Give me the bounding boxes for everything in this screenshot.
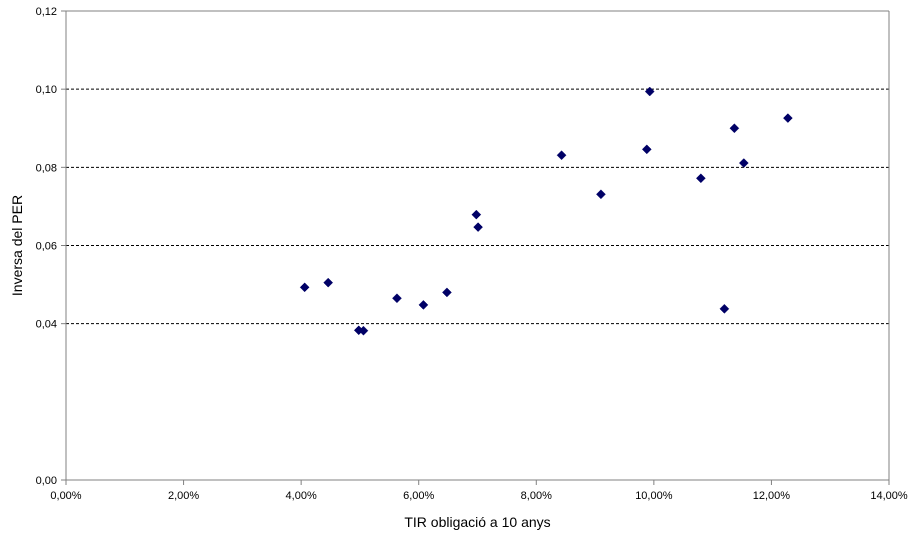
gridlines (66, 88, 889, 325)
y-axis-ticks: 0,00 0,04 0,06 0,08 0,10 0,12 (36, 6, 66, 487)
data-point (783, 113, 793, 123)
data-point (556, 150, 567, 161)
data-point (418, 300, 429, 310)
x-tick-label: 12,00% (753, 490, 791, 502)
y-axis-title: Inversa del PER (9, 195, 25, 296)
data-point (596, 189, 606, 200)
data-point (299, 282, 310, 293)
x-tick-label: 14,00% (870, 490, 908, 502)
x-axis-title: TIR obligació a 10 anys (404, 514, 550, 530)
x-tick-label: 10,00% (635, 490, 673, 502)
x-tick-label: 8,00% (521, 490, 552, 502)
data-point (323, 277, 334, 288)
y-tick-label: 0,08 (36, 162, 57, 174)
data-point (729, 123, 740, 134)
y-tick-label: 0,00 (36, 475, 57, 487)
data-points (299, 86, 793, 336)
data-point (358, 325, 369, 336)
y-tick-label: 0,06 (36, 241, 57, 253)
data-point (644, 86, 655, 97)
y-tick-label: 0,12 (36, 6, 57, 18)
data-point (473, 222, 483, 232)
y-tick-label: 0,10 (36, 84, 57, 96)
data-point (641, 144, 652, 155)
x-tick-label: 4,00% (286, 490, 317, 502)
x-axis-ticks: 0,00% 2,00% 4,00% 6,00% 8,00% 10,00% 12,00% 14,… (50, 480, 908, 502)
data-point (696, 173, 706, 184)
x-tick-label: 2,00% (168, 490, 199, 502)
x-tick-label: 6,00% (403, 490, 434, 502)
data-point (738, 158, 749, 168)
x-tick-label: 0,00% (50, 490, 81, 502)
data-point (719, 303, 730, 314)
data-point (471, 209, 482, 220)
data-point (392, 293, 402, 304)
data-point (442, 287, 452, 298)
y-tick-label: 0,04 (36, 319, 57, 331)
